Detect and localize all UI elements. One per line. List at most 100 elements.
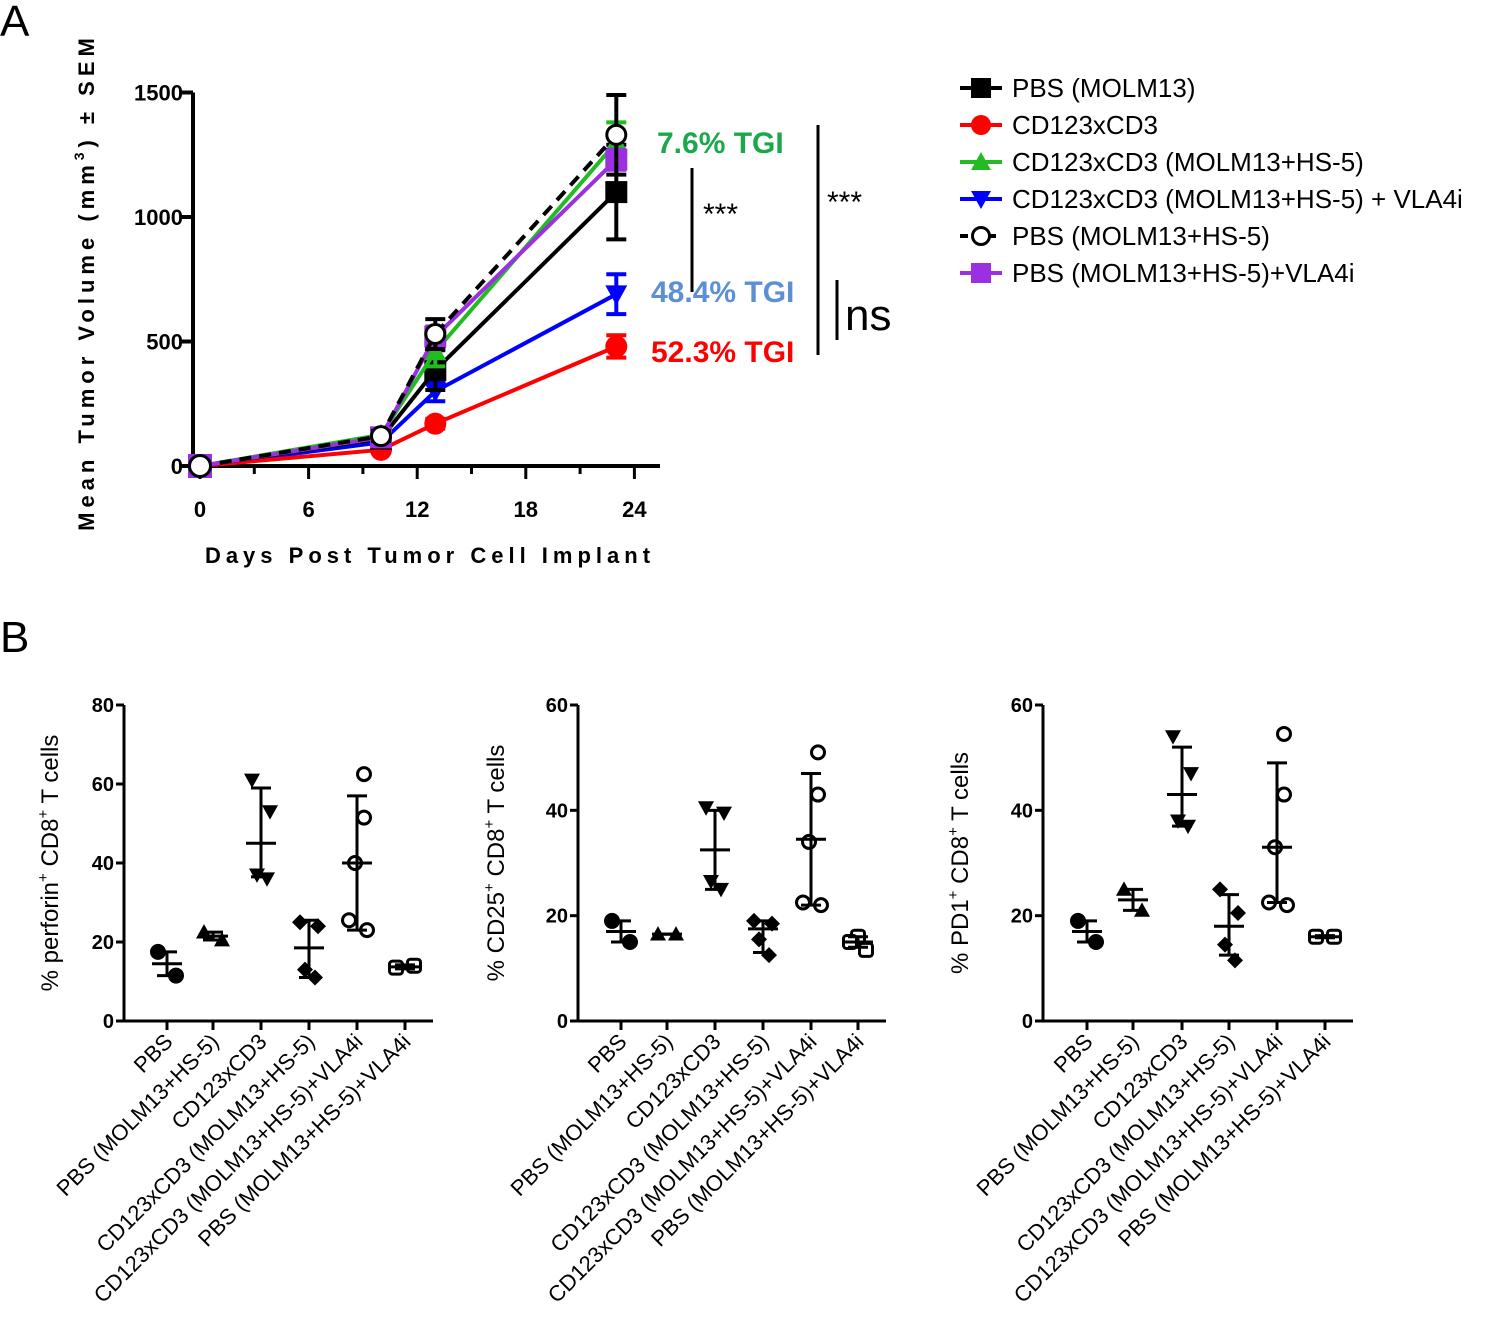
y-axis-title: % PD1+ CD8+ T cells [945,752,974,974]
group [1165,730,1199,835]
group [604,912,638,950]
data-point [1276,725,1292,742]
group [746,912,780,964]
data-point [605,285,628,306]
legend-item: CD123xCD3 (MOLM13+HS-5) + VLA4i [960,184,1463,214]
legend: PBS (MOLM13) CD123xCD3 CD123xCD3 (MOLM13+H… [960,73,1463,288]
y-axis-title-mid: CD8 [947,836,974,891]
legend-swatch-marker [971,191,991,209]
data-point [605,181,628,204]
panel-label-a: A [0,0,30,46]
legend-label: PBS (MOLM13) [1012,73,1196,103]
group [1116,881,1150,917]
y-tick-label: 60 [1011,695,1033,717]
legend-item: PBS (MOLM13+HS-5) [960,221,1270,251]
legend-item: PBS (MOLM13) [960,73,1196,103]
y-tick-label: 40 [92,853,114,875]
y-tick-label: 20 [1011,906,1033,928]
group [1212,881,1246,969]
series-line [199,344,618,468]
legend-label: PBS (MOLM13+HS-5) [1012,221,1270,251]
data-point [292,914,308,931]
tumor-volume-line-chart: 0 500 1000 1500 0 6 12 18 24 Days Post Tumor Cell… [71,33,1463,568]
group [1308,928,1342,945]
significance-label: ns [845,291,891,340]
y-axis-title-main: % perforin [37,882,64,991]
data-point [356,809,372,826]
series-line [199,133,618,468]
y-tick-label: 60 [92,774,114,796]
y-tick-label: 1500 [134,81,183,106]
data-point [1183,767,1199,782]
data-point [795,894,811,911]
data-point [1217,936,1233,953]
data-point [1230,905,1246,922]
data-point [810,744,826,761]
y-axis-title-end: T cells [483,745,510,820]
y-axis-title-end: ) ± SEM [74,33,99,147]
y-tick-label: 500 [146,330,183,355]
data-point [605,123,628,146]
legend-label: CD123xCD3 [1012,110,1158,140]
group [292,914,326,986]
data-point [1276,786,1292,803]
data-point [424,382,447,403]
data-point [716,806,732,821]
y-axis-title-main: % PD1 [947,899,974,974]
legend-swatch-marker [971,226,991,246]
data-point [698,801,714,816]
group [795,744,829,914]
y-tick-label: 0 [171,454,183,479]
data-point [262,805,278,820]
y-tick-label: 60 [546,695,568,717]
x-tick-label: 24 [622,497,647,522]
group [341,766,375,939]
y-tick-label: 80 [92,695,114,717]
y-tick-label: 20 [546,906,568,928]
y-tick-label: 1000 [134,205,183,230]
data-point [356,766,372,783]
data-point [810,786,826,803]
y-axis-title-superscript: + [481,820,498,829]
group [244,773,278,887]
group [698,801,732,898]
data-point [751,931,767,948]
y-axis-title-end: T cells [947,752,974,827]
group [1261,725,1295,914]
data-point [188,454,212,478]
legend-swatch-marker [971,78,991,98]
data-point [1279,897,1295,914]
y-tick-label: 0 [103,1011,114,1033]
y-axis-title-mid: CD8 [37,819,64,874]
y-axis-title-superscript: + [35,810,52,819]
tgi-annotation: 7.6% TGI [657,127,784,160]
legend-label: CD123xCD3 (MOLM13+HS-5) + VLA4i [1012,184,1463,214]
data-point [424,412,447,435]
series-line [199,292,618,468]
y-axis-title-main: Mean Tumor Volume (mm [74,160,99,531]
legend-item: PBS (MOLM13+HS-5)+VLA4i [960,258,1354,288]
significance-label: *** [703,198,738,231]
tgi-annotation: 52.3% TGI [651,336,794,369]
group [150,943,184,984]
data-point [244,773,260,789]
x-tick-label: 0 [194,497,206,522]
y-tick-label: 0 [557,1011,568,1033]
y-axis-title: Mean Tumor Volume (mm3) ± SEM [71,33,99,531]
x-tick-label: 6 [302,497,314,522]
legend-item: CD123xCD3 (MOLM13+HS-5) [960,147,1364,177]
data-point [424,323,447,346]
legend-swatch-marker [971,152,991,170]
data-point [310,918,326,935]
y-axis-title-superscript: 3 [71,147,87,160]
data-point [605,335,628,358]
group [650,926,684,941]
group [196,924,230,947]
x-tick-label: 18 [514,497,538,522]
group [388,957,422,976]
x-tick-label: 12 [405,497,429,522]
group [1070,912,1104,950]
